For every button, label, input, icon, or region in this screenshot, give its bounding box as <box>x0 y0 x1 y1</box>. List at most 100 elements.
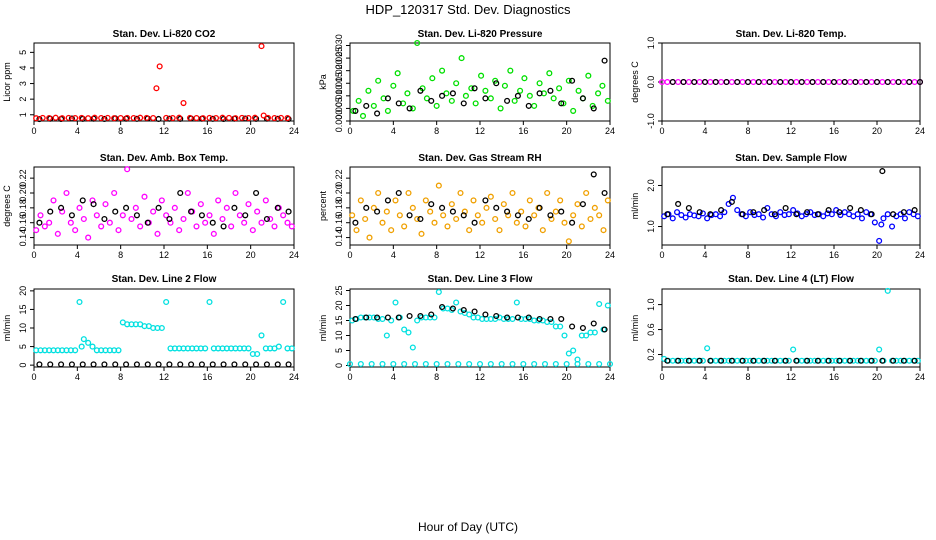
data-point <box>457 189 464 197</box>
data-point <box>685 78 692 86</box>
x-tick-label: 4 <box>391 372 396 382</box>
data-point <box>574 360 581 368</box>
y-axis-label: Licor ppm <box>2 62 12 102</box>
data-point <box>790 207 797 214</box>
y-tick-label: 1.0 <box>646 37 656 50</box>
x-tick-label: 12 <box>159 126 169 136</box>
data-point <box>58 361 65 368</box>
x-tick-label: 16 <box>202 250 212 260</box>
data-point <box>280 298 287 306</box>
data-point <box>548 215 555 223</box>
data-point <box>873 78 881 86</box>
data-point <box>362 215 369 223</box>
data-point <box>68 212 75 219</box>
data-point <box>750 209 757 216</box>
data-point <box>590 320 597 327</box>
panel-title: Stan. Dev. Line 3 Flow <box>428 274 533 285</box>
data-point <box>482 95 489 102</box>
panel-title: Stan. Dev. Sample Flow <box>735 153 847 164</box>
data-point <box>180 100 187 107</box>
data-point <box>163 114 170 121</box>
panel-title: Stan. Dev. Line 2 Flow <box>112 274 217 285</box>
data-point <box>285 115 292 123</box>
data-point <box>346 360 354 368</box>
data-point <box>895 78 902 86</box>
data-point <box>678 211 685 219</box>
x-tick-label: 8 <box>434 126 439 136</box>
y-tick-label: 0.20 <box>18 184 28 202</box>
data-point <box>460 100 467 107</box>
data-point <box>539 227 546 234</box>
data-point <box>750 357 757 364</box>
data-point <box>275 343 282 350</box>
data-point <box>439 92 446 99</box>
data-point <box>728 357 735 364</box>
data-point <box>396 212 403 219</box>
data-point <box>596 300 603 308</box>
data-point <box>156 63 163 70</box>
data-point <box>766 78 773 86</box>
data-point <box>352 107 359 114</box>
data-point <box>739 357 746 364</box>
data-point <box>696 209 703 216</box>
data-point <box>500 201 507 208</box>
data-point <box>384 314 391 321</box>
data-point <box>793 211 800 218</box>
data-point <box>163 298 170 306</box>
data-point <box>414 317 421 324</box>
data-point <box>507 67 514 74</box>
data-point <box>699 210 706 217</box>
data-point <box>166 361 173 368</box>
data-point <box>857 78 864 86</box>
data-point <box>271 114 278 122</box>
y-tick-label: 0.16 <box>334 214 344 232</box>
data-point <box>837 211 844 219</box>
data-point <box>206 212 213 219</box>
data-point <box>701 78 709 86</box>
data-point <box>548 318 555 326</box>
data-point <box>65 114 72 121</box>
data-point <box>759 214 767 221</box>
data-point <box>428 97 435 104</box>
data-point <box>900 357 907 364</box>
data-point <box>718 78 725 86</box>
data-point <box>448 201 455 208</box>
x-tick-label: 4 <box>75 372 80 382</box>
data-point <box>163 212 170 219</box>
data-point <box>37 212 44 219</box>
data-point <box>202 345 209 352</box>
data-point <box>911 207 918 214</box>
data-point <box>884 287 891 294</box>
data-point <box>137 114 144 121</box>
x-tick-label: 20 <box>872 250 882 260</box>
data-point <box>209 361 216 368</box>
data-point <box>601 189 608 197</box>
data-point <box>166 115 173 122</box>
data-point <box>460 212 467 219</box>
data-point <box>852 78 859 86</box>
data-point <box>509 189 516 197</box>
data-point <box>825 78 832 86</box>
data-point <box>493 312 500 320</box>
data-point <box>707 357 714 364</box>
data-point <box>251 114 259 121</box>
y-tick-label: 0.18 <box>18 199 28 217</box>
x-tick-label: 24 <box>289 372 299 382</box>
data-point <box>755 78 762 86</box>
data-point <box>111 115 118 122</box>
data-point <box>876 346 883 353</box>
y-tick-label: 2 <box>18 97 28 102</box>
data-point <box>47 361 54 368</box>
data-point <box>414 215 421 223</box>
data-point <box>350 107 357 114</box>
data-point <box>462 92 469 99</box>
data-point <box>884 211 891 218</box>
panel-4: Stan. Dev. Amb. Box Temp. degrees C 0 4 8 12 1… <box>2 153 299 260</box>
data-point <box>384 95 391 102</box>
data-point <box>497 105 504 112</box>
plot-frame <box>33 166 295 246</box>
data-point <box>857 207 864 214</box>
data-point <box>466 360 473 368</box>
data-point <box>91 114 98 121</box>
data-point <box>487 360 494 368</box>
